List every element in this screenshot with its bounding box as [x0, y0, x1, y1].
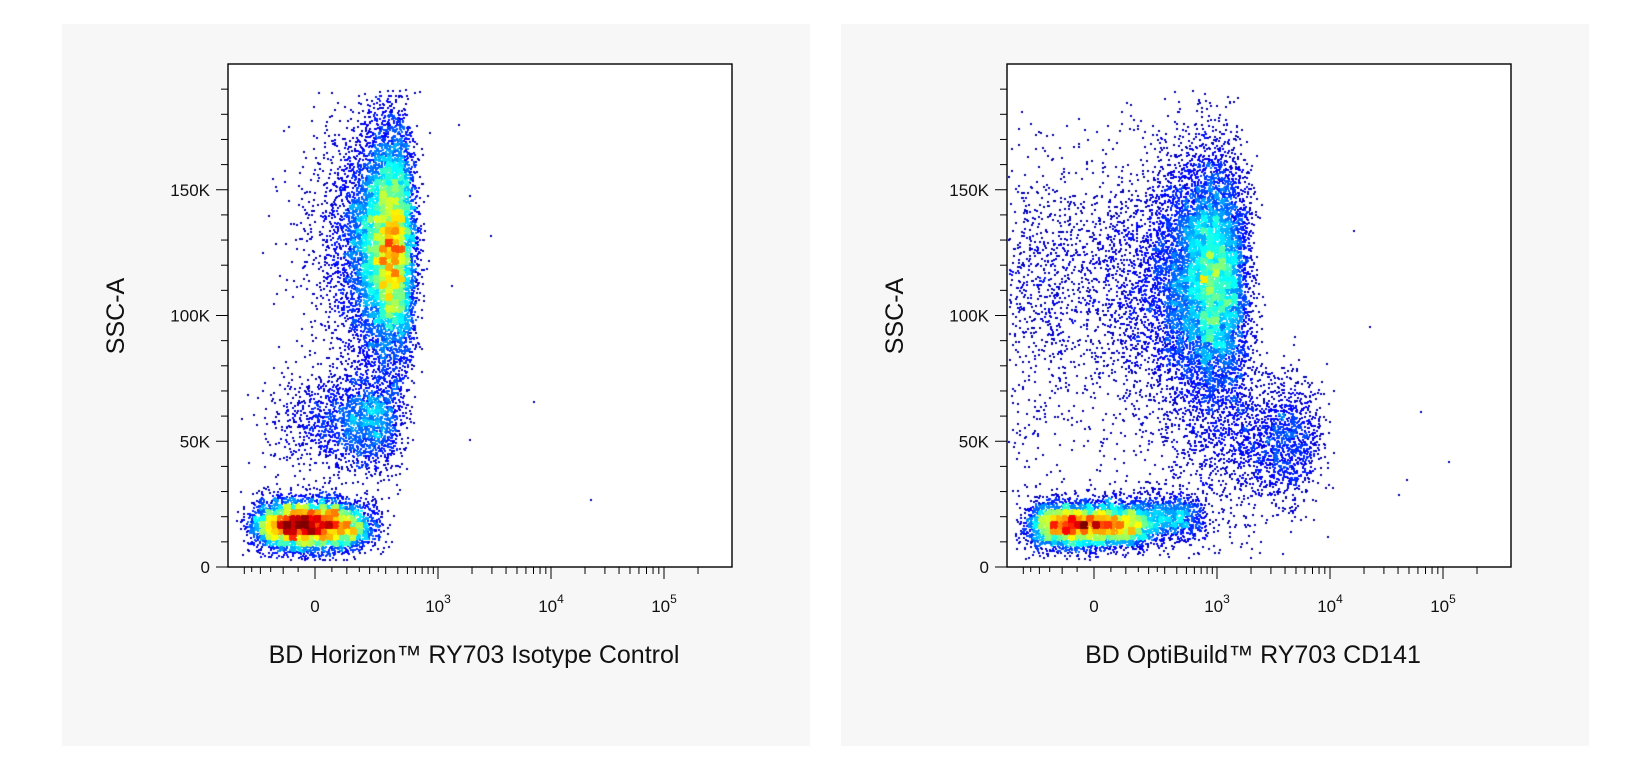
scatter-plot-isotype-control: 0 50K 100K 150K 0 103 104 105 SSC-A BD Horizon™… — [102, 63, 733, 669]
axis-ticks: 0 50K 100K 150K 0 103 104 105 — [949, 88, 1478, 616]
x-axis-title: BD OptiBuild™ RY703 CD141 — [1085, 641, 1421, 669]
x-tick-label: 105 — [1430, 592, 1456, 616]
y-tick-label: 100K — [170, 307, 210, 326]
y-tick-label: 50K — [959, 432, 990, 451]
x-tick-label: 0 — [310, 597, 319, 616]
y-tick-label: 50K — [180, 432, 211, 451]
y-axis-title: SSC-A — [102, 277, 130, 354]
y-tick-label: 150K — [170, 181, 210, 200]
y-tick-label: 0 — [201, 558, 210, 577]
x-tick-label: 103 — [1204, 592, 1230, 616]
y-tick-label: 150K — [949, 181, 989, 200]
y-tick-label: 100K — [949, 307, 989, 326]
x-tick-label: 0 — [1089, 597, 1098, 616]
x-tick-label: 104 — [538, 592, 564, 616]
scatter-plot-cd141: 0 50K 100K 150K 0 103 104 105 SSC-A BD OptiBuil… — [881, 63, 1512, 669]
axis-ticks: 0 50K 100K 150K 0 103 104 105 — [170, 88, 699, 616]
x-tick-label: 105 — [651, 592, 677, 616]
x-tick-label: 103 — [425, 592, 451, 616]
density-dots — [229, 65, 731, 566]
y-tick-label: 0 — [980, 558, 989, 577]
x-tick-label: 104 — [1317, 592, 1343, 616]
x-axis-title: BD Horizon™ RY703 Isotype Control — [269, 641, 680, 669]
y-axis-title: SSC-A — [881, 277, 909, 354]
plot-panel-cd141: 0 50K 100K 150K 0 103 104 105 SSC-A BD OptiBuil… — [841, 24, 1589, 746]
density-dots — [1008, 65, 1510, 566]
plot-panel-isotype-control: 0 50K 100K 150K 0 103 104 105 SSC-A BD Horizon™… — [62, 24, 810, 746]
